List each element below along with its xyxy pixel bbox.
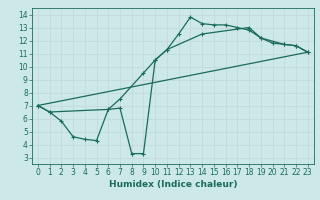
- X-axis label: Humidex (Indice chaleur): Humidex (Indice chaleur): [108, 180, 237, 189]
